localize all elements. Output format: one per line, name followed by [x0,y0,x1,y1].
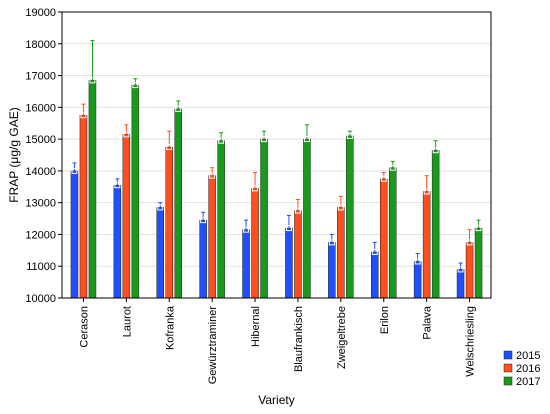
bar [217,140,225,299]
x-tick-label: Hibernal [250,306,262,347]
mean-marker [80,112,87,119]
bar [156,207,164,299]
mean-marker [243,226,250,233]
bar [174,108,182,299]
x-tick-label: Palava [422,305,434,340]
x-axis-ticks: Cerason Laurot Kofranka Gewürztraminer Hiber… [78,298,477,385]
mean-marker [346,132,353,139]
mean-marker [432,147,439,154]
y-tick-label: 11000 [26,261,56,273]
bar [131,84,140,299]
mean-marker [166,144,173,151]
y-tick-label: 19000 [25,7,56,19]
bar [380,178,388,299]
legend-label: 2017 [516,376,540,388]
y-axis-label: FRAP (μg/g GAE) [7,107,21,202]
legend-swatch [503,350,513,360]
plot-frame [61,11,492,299]
bar [208,175,216,299]
mean-marker [209,172,216,179]
mean-marker [218,137,225,144]
bar [113,184,122,299]
bar [251,188,259,299]
bar [303,138,311,299]
x-tick-label: Blaufrankisch [293,306,305,372]
mean-marker [200,217,207,224]
y-tick-label: 18000 [25,39,56,51]
mean-marker [414,258,421,265]
mean-marker [328,239,335,246]
x-tick-label: Zweigeltrebe [336,306,348,369]
y-tick-label: 15000 [25,134,56,146]
bar [337,207,345,299]
bar [260,138,268,299]
x-tick-label: Laurot [121,306,133,337]
mean-marker [175,105,182,112]
mean-marker [123,131,130,138]
mean-marker [285,225,292,232]
mean-marker [71,167,78,174]
legend-swatch [503,363,513,373]
y-tick-label: 16000 [25,102,56,114]
bar [79,115,88,299]
mean-marker [457,266,464,273]
y-tick-label: 12000 [25,229,56,241]
legend-swatch [503,376,513,386]
bar [165,146,173,299]
legend-label: 2016 [516,363,540,375]
x-tick-label: Kofranka [164,305,176,350]
mean-marker [114,182,121,189]
mean-marker [294,207,301,214]
bar [122,134,131,299]
bar [294,210,302,299]
mean-marker [261,136,268,143]
mean-marker [157,204,164,211]
y-tick-label: 17000 [25,71,56,83]
mean-marker [337,204,344,211]
bar [242,229,250,299]
legend-label: 2015 [516,350,540,362]
x-tick-label: Gewürztraminer [207,306,219,385]
bar [199,219,207,299]
y-tick-label: 10000 [25,293,56,305]
mean-marker [132,82,139,89]
bar [474,227,483,299]
y-tick-label: 14000 [25,166,56,178]
mean-marker [303,136,310,143]
mean-marker [389,164,396,171]
bar [389,167,397,299]
mean-marker [466,239,473,246]
x-tick-label: Cerason [78,306,90,348]
bar [70,170,79,299]
mean-marker [371,248,378,255]
bars [70,40,483,299]
mean-marker [475,225,482,232]
mean-marker [89,77,96,84]
mean-marker [380,175,387,182]
bar [431,149,440,299]
bar [346,135,354,299]
y-tick-label: 13000 [25,198,56,210]
mean-marker [423,188,430,195]
mean-marker [252,185,259,192]
x-tick-label: Welschriesling [465,306,477,377]
x-tick-label: Erilon [379,306,391,334]
x-axis-label: Variety [258,393,294,407]
y-axis-ticks: 10000 11000 12000 13000 14000 15000 16000 17000… [25,7,62,305]
